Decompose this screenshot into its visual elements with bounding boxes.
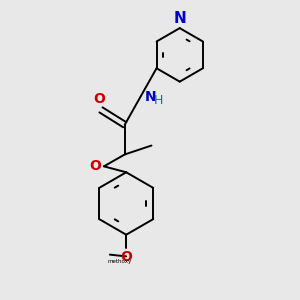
Text: H: H [154, 94, 164, 106]
Text: N: N [145, 89, 157, 103]
Text: O: O [94, 92, 105, 106]
Text: O: O [120, 250, 132, 265]
Text: methoxy: methoxy [108, 260, 132, 264]
Text: O: O [90, 159, 102, 173]
Text: N: N [173, 11, 186, 26]
